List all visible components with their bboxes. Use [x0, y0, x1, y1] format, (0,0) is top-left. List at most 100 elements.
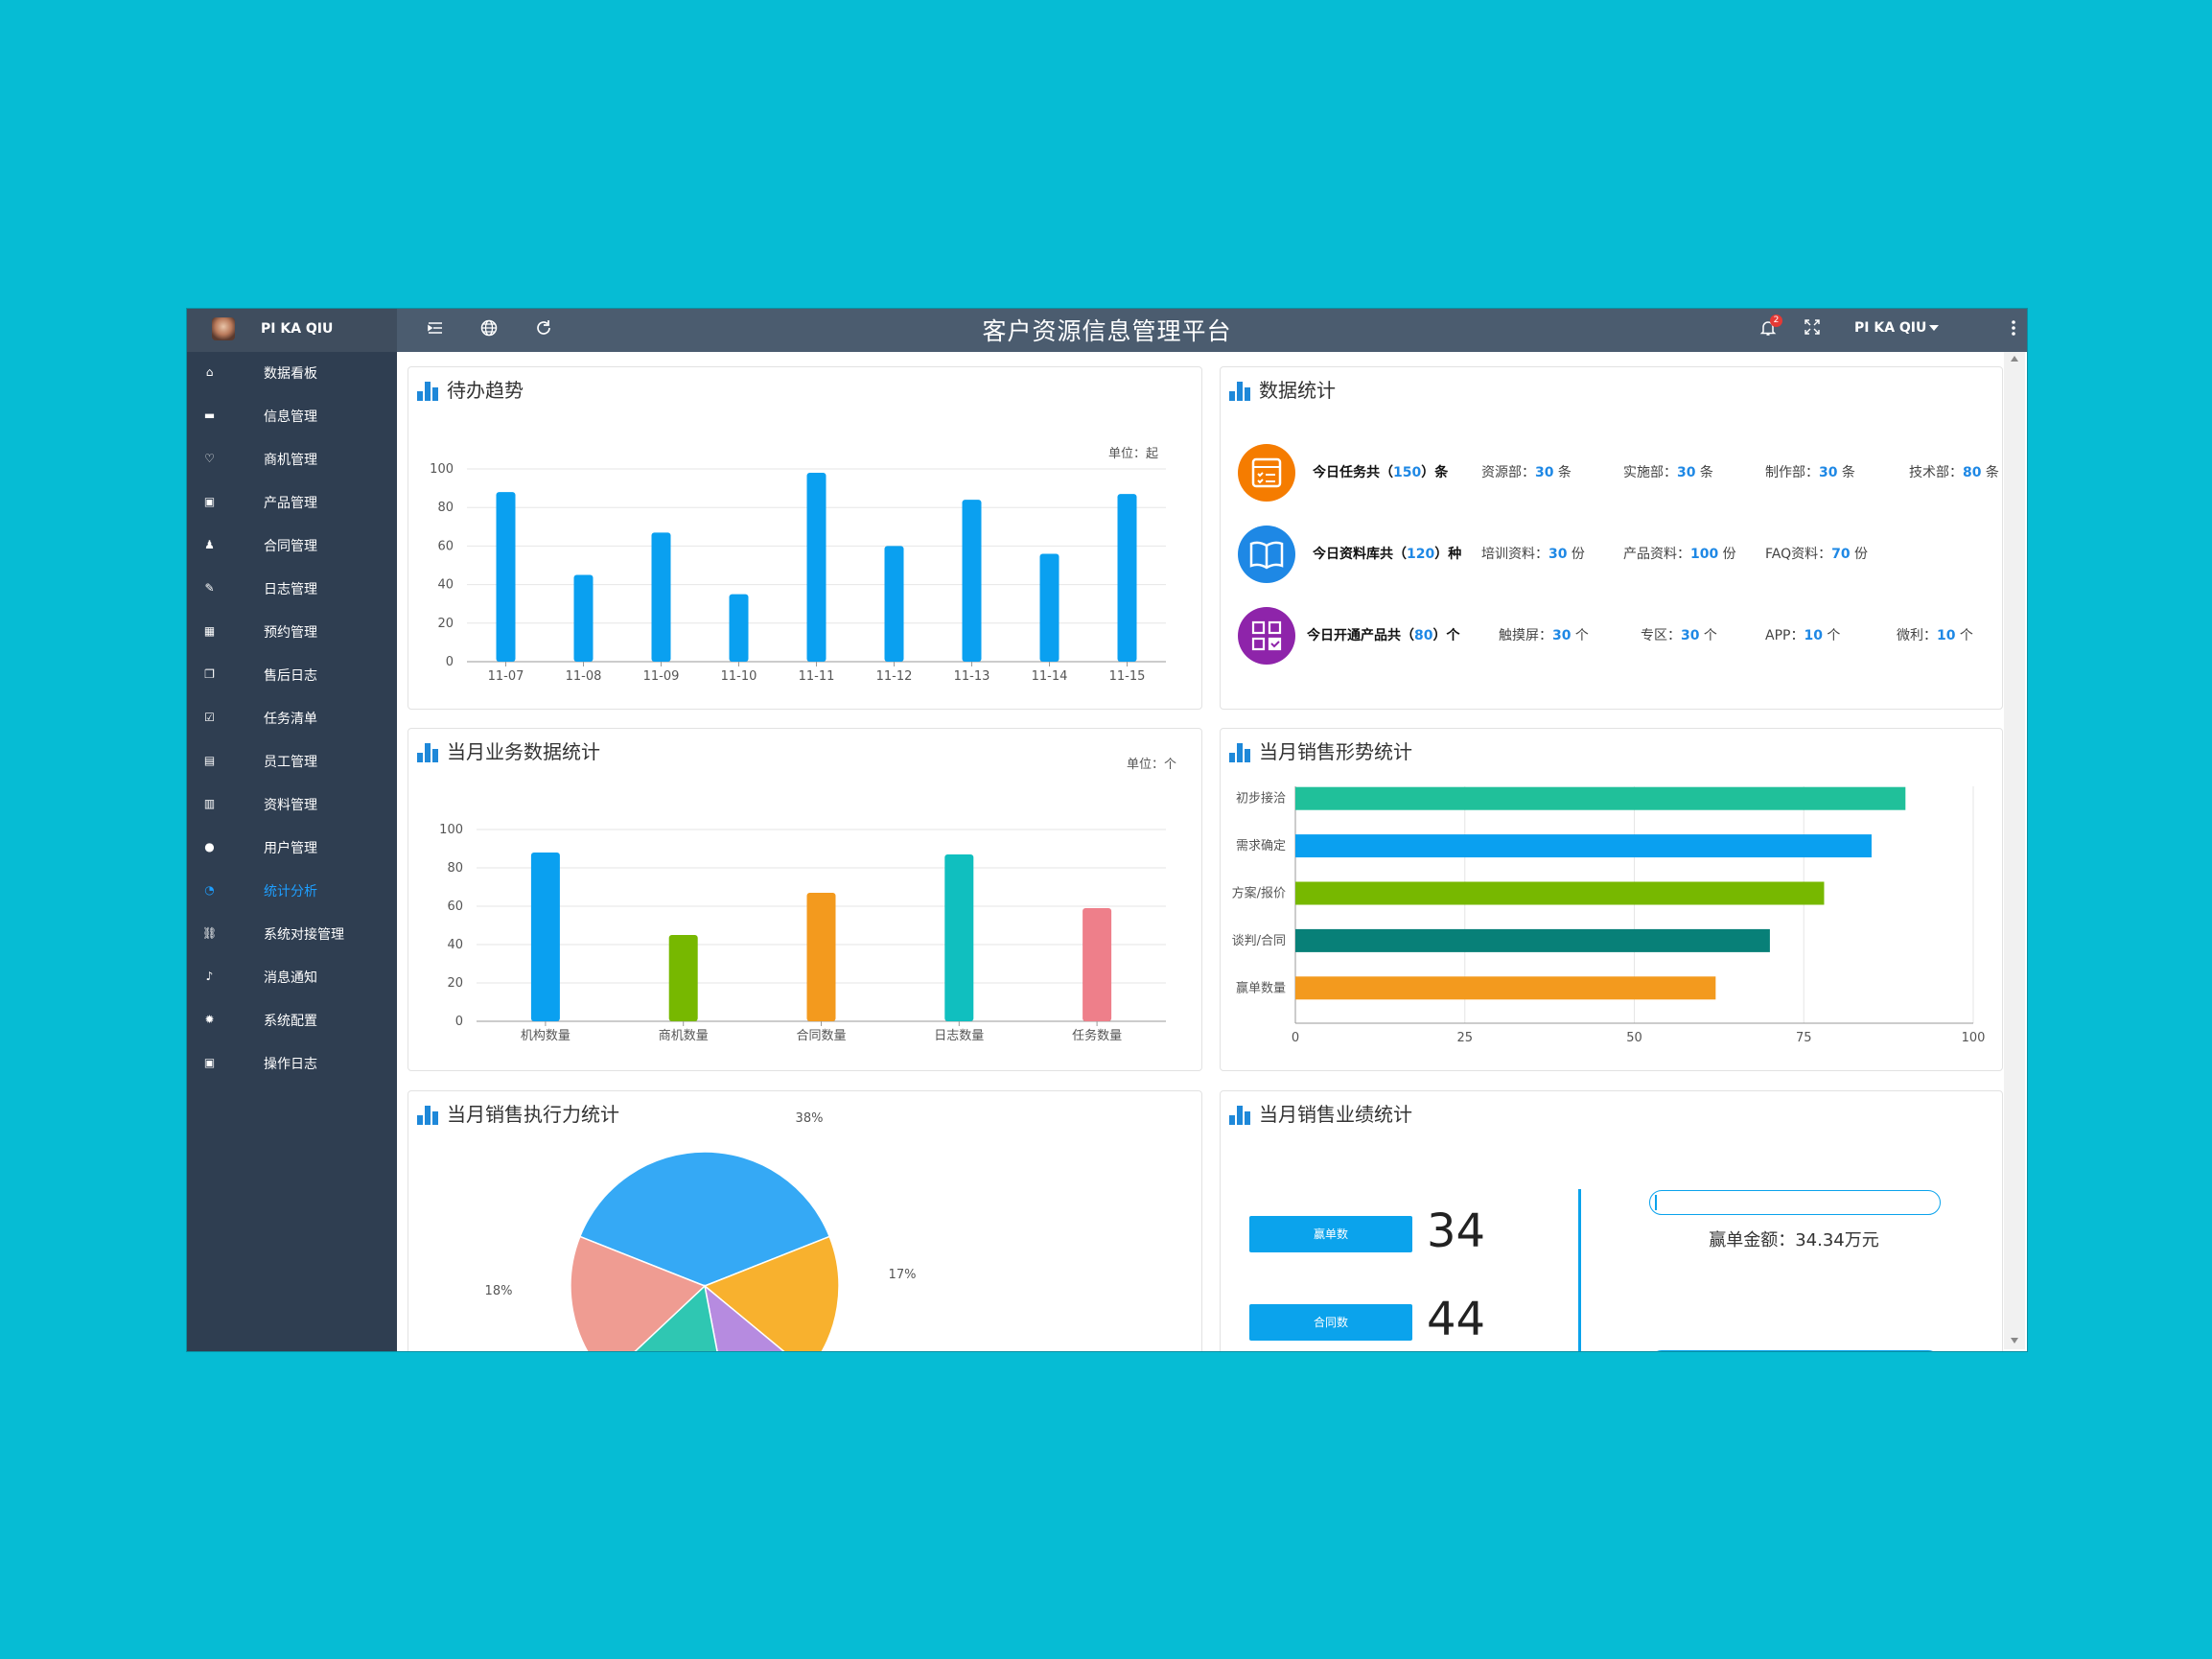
- page-title: 客户资源信息管理平台: [982, 317, 1232, 345]
- x-tick-label: 11-12: [876, 669, 913, 684]
- stats-item-unit: 个: [1955, 628, 1973, 643]
- sidebar-item-13[interactable]: ⛓ 系统对接管理: [187, 913, 397, 955]
- bell-icon[interactable]: 2: [1757, 315, 1782, 341]
- pie-slice: [570, 1235, 707, 1351]
- bar-chart-icon: [1229, 1104, 1250, 1125]
- stats-item-label: 产品资料：: [1623, 547, 1690, 562]
- y-tick-label: 60: [447, 900, 463, 914]
- stats-item-label: 制作部：: [1765, 465, 1819, 480]
- stats-item-label: 实施部：: [1623, 465, 1677, 480]
- sidebar-item-11[interactable]: ● 用户管理: [187, 827, 397, 869]
- win-count-button[interactable]: 赢单数: [1249, 1216, 1412, 1252]
- sidebar-item-label: 信息管理: [264, 409, 317, 425]
- more-icon[interactable]: [2002, 318, 2025, 341]
- sidebar-item-9[interactable]: ▤ 员工管理: [187, 740, 397, 783]
- sidebar-item-3[interactable]: ▣ 产品管理: [187, 481, 397, 524]
- sidebar-item-10[interactable]: ▥ 资料管理: [187, 783, 397, 826]
- sidebar-item-1[interactable]: ▬ 信息管理: [187, 395, 397, 437]
- bar: [806, 893, 836, 1021]
- x-tick-label: 11-15: [1109, 669, 1146, 684]
- pie-icon: ◔: [204, 883, 215, 897]
- sidebar-item-label: 操作日志: [264, 1057, 317, 1072]
- sidebar-item-label: 预约管理: [264, 625, 317, 641]
- sidebar-item-15[interactable]: ✹ 系统配置: [187, 999, 397, 1041]
- avatar[interactable]: [212, 317, 235, 340]
- fullscreen-icon[interactable]: [1801, 318, 1824, 341]
- contract-count-value: 44: [1427, 1293, 1486, 1346]
- check-icon: ☑: [204, 711, 215, 724]
- stats-item-unit: 个: [1822, 628, 1841, 643]
- stats-item-number: 30: [1677, 465, 1696, 480]
- bar: [1039, 553, 1059, 662]
- bar: [1295, 786, 1906, 810]
- stats-lead: 今日资料库共（120）种: [1313, 544, 1461, 563]
- sidebar-item-label: 数据看板: [264, 366, 317, 382]
- y-tick-label: 0: [446, 655, 454, 669]
- scroll-down-icon[interactable]: [2011, 1338, 2018, 1344]
- bar: [496, 492, 516, 662]
- sidebar-item-12[interactable]: ◔ 统计分析: [187, 870, 397, 912]
- sidebar-item-16[interactable]: ▣ 操作日志: [187, 1042, 397, 1085]
- user-icon: ●: [204, 840, 215, 853]
- sidebar-item-label: 商机管理: [264, 453, 317, 468]
- gear-icon: ✹: [204, 1013, 215, 1026]
- refresh-icon[interactable]: [532, 318, 555, 341]
- sidebar-item-0[interactable]: ⌂ 数据看板: [187, 352, 397, 394]
- sidebar-item-8[interactable]: ☑ 任务清单: [187, 697, 397, 739]
- business-chart: 0 20 40 60 80 100 机构数量 商机数量 合同数量 日志数量 任务数量: [439, 823, 1166, 1043]
- home-icon: ⌂: [205, 365, 214, 379]
- panel-title: 数据统计: [1259, 379, 1336, 402]
- stats-item-label: FAQ资料：: [1765, 547, 1832, 562]
- sidebar-item-label: 统计分析: [264, 884, 317, 900]
- stats-lead-number: 150: [1393, 465, 1422, 480]
- pie-slice: [634, 1284, 718, 1351]
- y-tick-label: 初步接洽: [1236, 791, 1286, 806]
- divider: [1578, 1189, 1581, 1351]
- bell-icon: ♪: [205, 970, 214, 983]
- x-tick-label: 任务数量: [1072, 1028, 1122, 1043]
- bar: [651, 532, 671, 662]
- x-tick-label: 合同数量: [796, 1029, 846, 1043]
- sidebar-item-7[interactable]: ❐ 售后日志: [187, 654, 397, 696]
- unit-label: 单位：起: [1108, 447, 1159, 461]
- sidebar-item-2[interactable]: ♡ 商机管理: [187, 438, 397, 480]
- pie-slice: [703, 1284, 785, 1351]
- x-tick-label: 11-13: [954, 669, 990, 684]
- sidebar-item-label: 日志管理: [264, 582, 317, 597]
- panel-title: 当月销售业绩统计: [1259, 1103, 1412, 1126]
- sidebar-item-label: 产品管理: [264, 496, 317, 511]
- panel-title: 当月销售形势统计: [1259, 740, 1412, 763]
- stats-item: APP：10 个: [1765, 625, 1840, 644]
- stats-item-label: 培训资料：: [1481, 547, 1548, 562]
- stats-item: 微利：10 个: [1897, 625, 1973, 644]
- x-tick-label: 11-11: [799, 669, 835, 684]
- user-menu[interactable]: PI KA QIU: [1854, 320, 1940, 336]
- stats-lead-number: 80: [1414, 628, 1433, 643]
- bar: [729, 594, 749, 662]
- sidebar-item-5[interactable]: ✎ 日志管理: [187, 568, 397, 610]
- x-tick-label: 25: [1456, 1031, 1473, 1045]
- stats-item-number: 100: [1690, 547, 1719, 562]
- scrollbar[interactable]: [2004, 352, 2025, 1349]
- y-tick-label: 谈判/合同: [1232, 934, 1286, 948]
- stats-row: 今日开通产品共（80）个 触摸屏：30 个专区：30 个 APP：10 个微利：10…: [1238, 607, 2002, 665]
- sidebar-item-6[interactable]: ▦ 预约管理: [187, 611, 397, 653]
- stats-item: FAQ资料：70 份: [1765, 544, 1868, 563]
- amount-text: 赢单金额：34.34万元: [1709, 1230, 1879, 1250]
- x-tick-label: 11-09: [643, 669, 680, 684]
- stats-item-unit: 条: [1695, 465, 1713, 480]
- execution-pie-chart: 38% 18% 17%: [485, 1111, 916, 1351]
- globe-icon[interactable]: [477, 318, 501, 341]
- menu-toggle-icon[interactable]: [424, 318, 447, 341]
- y-tick-label: 80: [437, 501, 454, 515]
- bar: [1295, 928, 1770, 952]
- stamp-icon: ♟: [204, 538, 215, 551]
- stats-item-number: 30: [1548, 547, 1568, 562]
- x-tick-label: 11-07: [488, 669, 524, 684]
- contract-count-button[interactable]: 合同数: [1249, 1304, 1412, 1341]
- sidebar-item-4[interactable]: ♟ 合同管理: [187, 525, 397, 567]
- scroll-up-icon[interactable]: [2011, 356, 2018, 362]
- sidebar: ⌂ 数据看板 ▬ 信息管理 ♡ 商机管理 ▣ 产品管理 ♟ 合同管理 ✎ 日志管理 ▦ 预约管理 ❐ 售后日志…: [187, 352, 397, 1351]
- sidebar-item-14[interactable]: ♪ 消息通知: [187, 956, 397, 998]
